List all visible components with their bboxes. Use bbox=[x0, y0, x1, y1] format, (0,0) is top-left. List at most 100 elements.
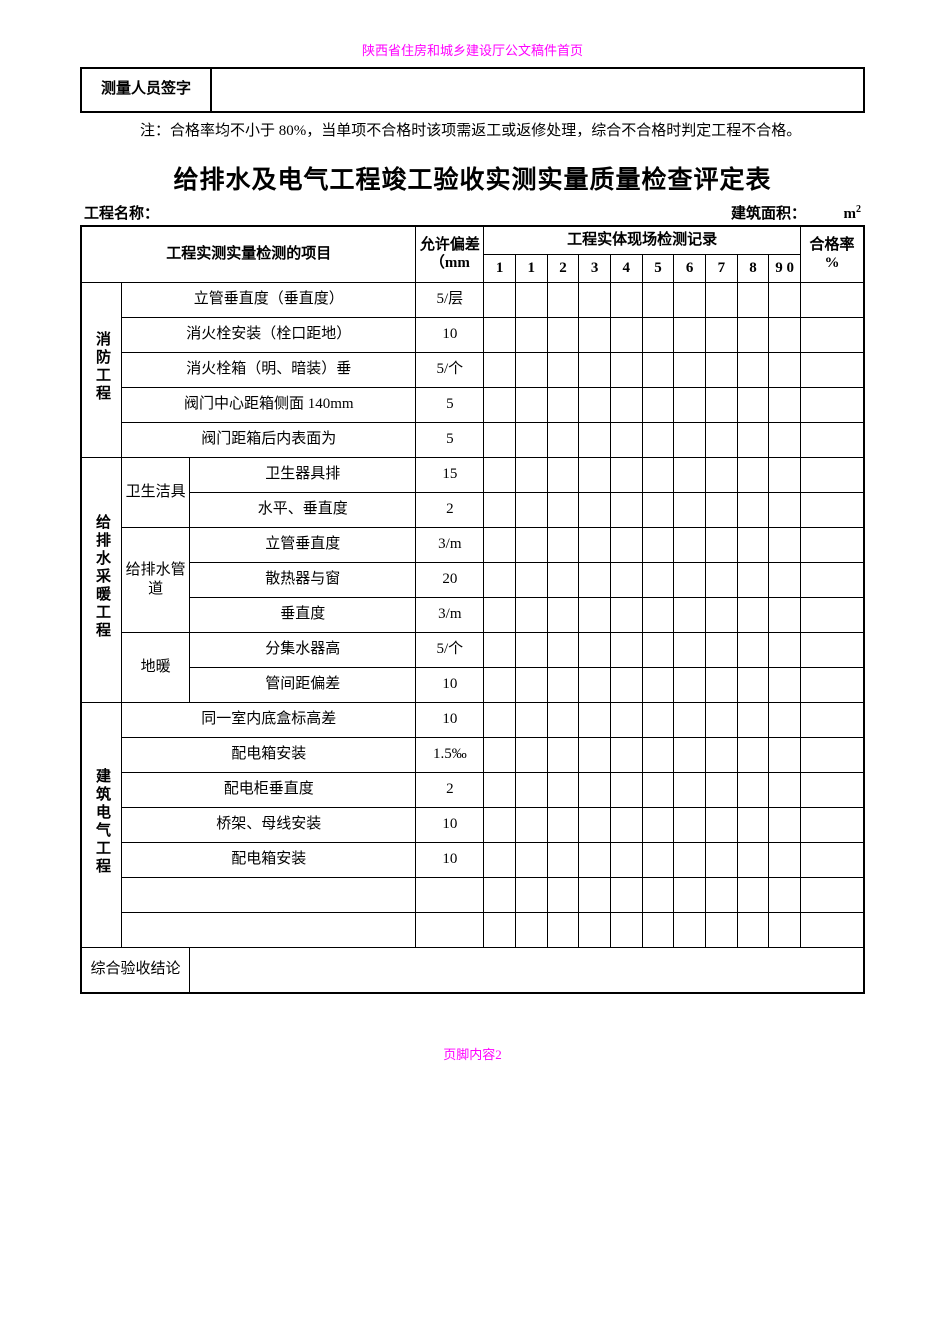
cell-rec bbox=[642, 422, 674, 457]
cell-rec bbox=[515, 562, 547, 597]
cell-rate bbox=[801, 772, 864, 807]
cell-rec bbox=[515, 737, 547, 772]
cell-rec bbox=[610, 877, 642, 912]
cell-rec bbox=[705, 527, 737, 562]
cell-rec bbox=[642, 702, 674, 737]
cell-tol: 10 bbox=[416, 807, 484, 842]
cell-rec bbox=[547, 597, 579, 632]
table-row: 阀门距箱后内表面为 5 bbox=[81, 422, 864, 457]
cell-rec bbox=[737, 877, 769, 912]
cell-rec bbox=[674, 632, 706, 667]
cell-rec bbox=[674, 562, 706, 597]
cell-rec bbox=[674, 527, 706, 562]
cell-item: 卫生器具排 bbox=[190, 457, 416, 492]
cell-rec bbox=[674, 317, 706, 352]
header-num: 8 bbox=[737, 254, 769, 282]
cell-rec bbox=[769, 387, 801, 422]
cell-rec bbox=[769, 562, 801, 597]
cell-rec bbox=[484, 632, 516, 667]
table-row: 垂直度 3/m bbox=[81, 597, 864, 632]
cell-rec bbox=[579, 282, 611, 317]
cell-rec bbox=[674, 912, 706, 947]
document-title: 给排水及电气工程竣工验收实测实量质量检查评定表 bbox=[80, 160, 865, 196]
cell-rec bbox=[610, 737, 642, 772]
cell-rec bbox=[610, 457, 642, 492]
cell-rec bbox=[737, 282, 769, 317]
cell-rec bbox=[484, 422, 516, 457]
cell-rec bbox=[484, 527, 516, 562]
cell-rec bbox=[705, 492, 737, 527]
header-num: 7 bbox=[705, 254, 737, 282]
cell-item bbox=[122, 912, 416, 947]
cell-item: 配电箱安装 bbox=[122, 842, 416, 877]
cell-rec bbox=[642, 282, 674, 317]
cell-rec bbox=[547, 317, 579, 352]
cell-rec bbox=[642, 387, 674, 422]
cell-rate bbox=[801, 352, 864, 387]
cell-rec bbox=[579, 492, 611, 527]
page-header: 陕西省住房和城乡建设厅公文稿件首页 bbox=[80, 40, 865, 59]
cell-rec bbox=[610, 422, 642, 457]
cell-rec bbox=[769, 807, 801, 842]
table-header-row: 工程实测实量检测的项目 允许偏差（mm 工程实体现场检测记录 合格率 % bbox=[81, 226, 864, 254]
cell-rec bbox=[515, 387, 547, 422]
cell-rec bbox=[610, 632, 642, 667]
cell-rec bbox=[642, 457, 674, 492]
note-text: 注：合格率均不小于 80%，当单项不合格时该项需返工或返修处理，综合不合格时判定… bbox=[80, 119, 865, 155]
cell-rec bbox=[515, 457, 547, 492]
cell-rec bbox=[547, 807, 579, 842]
cell-rec bbox=[610, 317, 642, 352]
cell-rec bbox=[484, 702, 516, 737]
cell-rec bbox=[484, 597, 516, 632]
cell-rec bbox=[674, 877, 706, 912]
table-row: 散热器与窗 20 bbox=[81, 562, 864, 597]
cell-rec bbox=[547, 457, 579, 492]
table-row: 地暖 分集水器高 5/个 bbox=[81, 632, 864, 667]
cell-rec bbox=[737, 387, 769, 422]
cell-rec bbox=[547, 877, 579, 912]
cell-item: 消火栓安装（栓口距地） bbox=[122, 317, 416, 352]
subcat-sanitary: 卫生洁具 bbox=[122, 457, 190, 527]
cell-rec bbox=[674, 702, 706, 737]
table-row bbox=[81, 912, 864, 947]
cell-rec bbox=[579, 597, 611, 632]
cell-tol: 5 bbox=[416, 387, 484, 422]
cell-rec bbox=[737, 737, 769, 772]
cell-rec bbox=[515, 772, 547, 807]
cell-rec bbox=[705, 807, 737, 842]
cell-rec bbox=[737, 772, 769, 807]
cell-tol bbox=[416, 877, 484, 912]
cell-rec bbox=[547, 527, 579, 562]
table-row: 给排水采暖工程 卫生洁具 卫生器具排 15 bbox=[81, 457, 864, 492]
cell-rec bbox=[484, 877, 516, 912]
cell-rec bbox=[642, 737, 674, 772]
meta-area: 建筑面积： m2 bbox=[512, 202, 865, 223]
cell-rec bbox=[769, 702, 801, 737]
cell-rec bbox=[769, 422, 801, 457]
signature-label: 测量人员签字 bbox=[81, 68, 211, 112]
cell-rec bbox=[674, 492, 706, 527]
cell-rec bbox=[769, 842, 801, 877]
cell-rec bbox=[579, 737, 611, 772]
cell-item: 立管垂直度 bbox=[190, 527, 416, 562]
subcat-floorheat: 地暖 bbox=[122, 632, 190, 702]
cell-item: 水平、垂直度 bbox=[190, 492, 416, 527]
cell-rec bbox=[579, 457, 611, 492]
cell-rec bbox=[579, 807, 611, 842]
cell-tol: 5/个 bbox=[416, 632, 484, 667]
cell-rec bbox=[579, 387, 611, 422]
cell-rec bbox=[610, 912, 642, 947]
cell-rec bbox=[769, 772, 801, 807]
cell-rec bbox=[737, 807, 769, 842]
cell-rec bbox=[515, 422, 547, 457]
cell-rec bbox=[737, 527, 769, 562]
cell-tol: 20 bbox=[416, 562, 484, 597]
cell-rec bbox=[769, 597, 801, 632]
cell-item: 阀门中心距箱侧面 140mm bbox=[122, 387, 416, 422]
cell-rec bbox=[579, 842, 611, 877]
cell-rec bbox=[705, 387, 737, 422]
cell-item: 配电箱安装 bbox=[122, 737, 416, 772]
cell-rec bbox=[642, 667, 674, 702]
cell-rec bbox=[769, 527, 801, 562]
cell-tol: 5 bbox=[416, 422, 484, 457]
